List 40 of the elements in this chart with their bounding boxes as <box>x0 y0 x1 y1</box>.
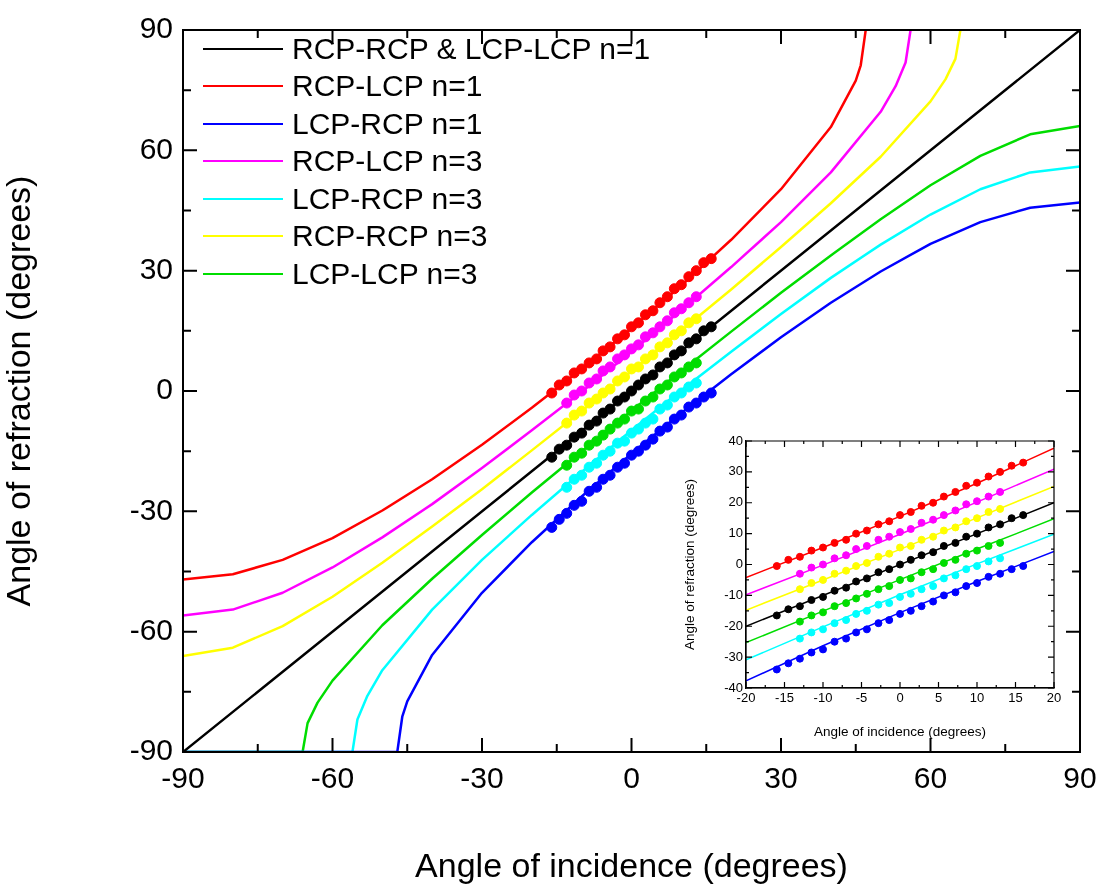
y-tick-label: -40 <box>724 679 743 695</box>
x-tick-label: -5 <box>855 690 868 706</box>
y-tick-label: -10 <box>724 586 743 602</box>
x-tick-label: -30 <box>460 761 504 795</box>
y-tick-label: 30 <box>728 463 743 479</box>
y-tick-label: -20 <box>724 617 743 633</box>
y-tick-label: 90 <box>139 11 173 45</box>
x-tick-label: 0 <box>623 761 640 795</box>
x-tick-label: 15 <box>1008 690 1023 706</box>
x-tick-label: 60 <box>913 761 948 795</box>
x-tick-label: -60 <box>310 761 355 795</box>
x-axis-title: Angle of incidence (degrees) <box>814 723 986 739</box>
y-tick-label: 30 <box>139 251 173 285</box>
legend-label: LCP-LCP n=3 <box>292 256 478 291</box>
y-tick-label: 10 <box>728 525 743 541</box>
x-tick-label: 0 <box>896 690 904 706</box>
legend-label: LCP-RCP n=1 <box>292 106 483 141</box>
legend-label: RCP-RCP & LCP-LCP n=1 <box>292 31 651 66</box>
y-tick-label: 60 <box>139 131 173 165</box>
legend-label: LCP-RCP n=3 <box>292 181 483 216</box>
y-tick-label: -60 <box>129 612 173 646</box>
x-tick-label: 5 <box>934 690 943 706</box>
x-axis-title: Angle of incidence (degrees) <box>415 845 848 884</box>
y-tick-label: -30 <box>129 492 173 526</box>
legend-label: RCP-LCP n=1 <box>292 69 483 104</box>
x-tick-label: 30 <box>764 761 798 795</box>
x-tick-label: -10 <box>813 690 833 706</box>
x-tick-label: 20 <box>1046 690 1062 706</box>
y-tick-label: 40 <box>728 432 743 448</box>
x-tick-label: 10 <box>969 690 985 706</box>
y-tick-label: 0 <box>156 372 173 406</box>
x-tick-label: -15 <box>775 690 794 706</box>
y-axis-title: Angle of refraction (degrees) <box>0 175 37 607</box>
y-tick-label: -30 <box>724 648 743 664</box>
y-axis-title: Angle of refraction (degrees) <box>681 478 697 651</box>
legend-label: RCP-RCP n=3 <box>292 219 488 254</box>
x-tick-label: 90 <box>1063 761 1097 795</box>
legend-label: RCP-LCP n=3 <box>292 144 483 179</box>
y-tick-label: 20 <box>728 494 743 510</box>
y-tick-label: 0 <box>735 556 743 572</box>
